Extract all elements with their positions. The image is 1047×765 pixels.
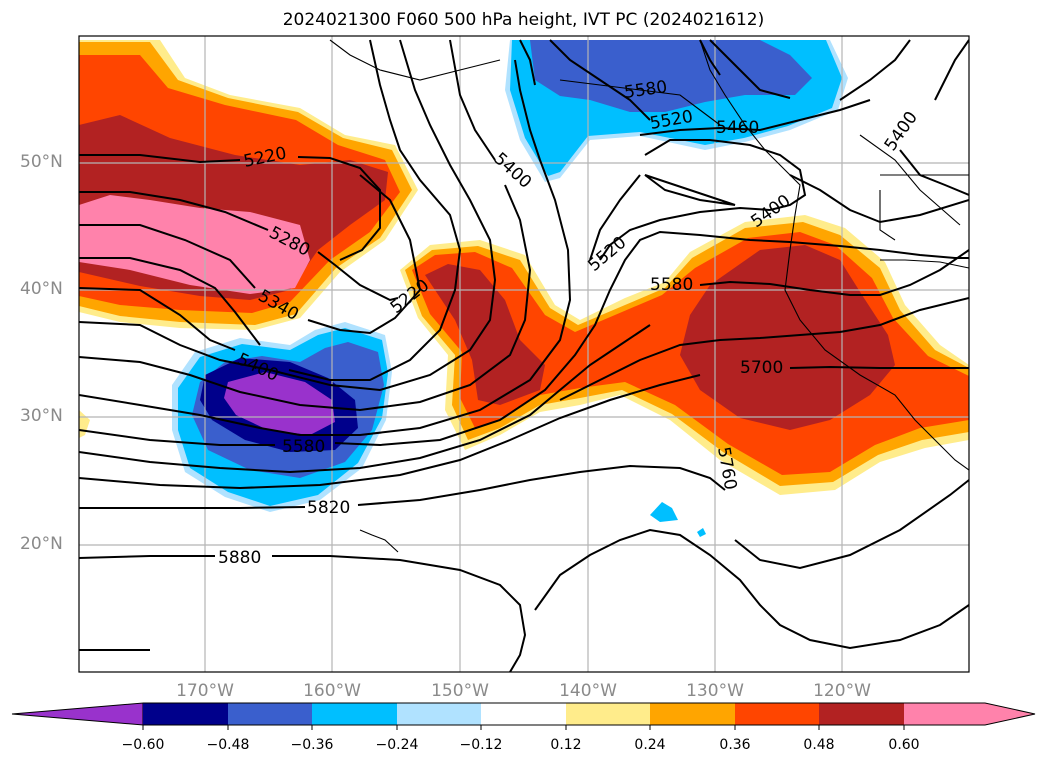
- lat-label: 30°N: [20, 406, 63, 426]
- lat-label: 20°N: [20, 534, 63, 554]
- colorbar-tick-label: 0.12: [550, 737, 582, 753]
- contour-label: 5880: [218, 548, 261, 568]
- colorbar-outline: [143, 702, 1036, 726]
- lon-label: 160°W: [303, 681, 361, 701]
- contour-label: 5700: [740, 358, 783, 378]
- lat-label: 40°N: [20, 279, 63, 299]
- colorbar-tick-label: 0.48: [803, 737, 835, 753]
- colorbar-tick-label: 0.24: [634, 737, 666, 753]
- colorbar-cell: [143, 703, 228, 725]
- ivt-negative-small-blob: [650, 502, 678, 522]
- ivt-negative-north-blue: [530, 40, 812, 112]
- colorbar-tick-label: −0.48: [206, 737, 250, 753]
- contour-label: 5820: [307, 498, 350, 518]
- lon-label: 120°W: [813, 681, 871, 701]
- map-frame: [78, 35, 970, 673]
- colorbar-high-extension: [904, 703, 1035, 725]
- map-title: 2024021300 F060 500 hPa height, IVT PC (…: [282, 10, 765, 30]
- colorbar-cell: [650, 703, 735, 725]
- colorbar-cell: [397, 703, 481, 725]
- colorbar-tick-label: −0.24: [375, 737, 419, 753]
- height-contours: [79, 39, 969, 672]
- colorbar-cell: [819, 703, 904, 725]
- map-fields: 5220 5280 5340 5400 5580 5820 5880 5220 …: [79, 36, 969, 672]
- colorbar-cell: [735, 703, 819, 725]
- contour-label: 5580: [650, 275, 693, 295]
- ivt-negative-tiny-blob: [697, 528, 706, 537]
- colorbar-tick-label: −0.12: [459, 737, 503, 753]
- colorbar-tick-label: −0.60: [121, 737, 165, 753]
- colorbar-cell: [481, 703, 566, 725]
- coastlines: [329, 39, 969, 553]
- colorbar-tick-label: 0.36: [719, 737, 751, 753]
- colorbar-ticks: [142, 725, 905, 730]
- ivt-negative-west-purple: [224, 372, 335, 435]
- colorbar-cell: [312, 703, 397, 725]
- lat-label: 50°N: [20, 152, 63, 172]
- colorbar-tick-label: −0.36: [290, 737, 334, 753]
- lon-label: 170°W: [176, 681, 234, 701]
- lon-label: 140°W: [559, 681, 617, 701]
- colorbar-low-extension: [11, 702, 144, 726]
- lon-label: 130°W: [686, 681, 744, 701]
- ivt-positive-coast-darkred: [680, 245, 895, 430]
- colorbar-tick-label: 0.60: [888, 737, 920, 753]
- ivt-positive-east-darkred: [425, 264, 545, 405]
- gridlines: [79, 36, 969, 672]
- lon-label: 150°W: [431, 681, 489, 701]
- contour-label: 5460: [716, 118, 759, 138]
- contour-label: 5580: [282, 437, 325, 457]
- colorbar-cell: [566, 703, 650, 725]
- colorbar-cell: [228, 703, 312, 725]
- colorbar: [11, 702, 1036, 730]
